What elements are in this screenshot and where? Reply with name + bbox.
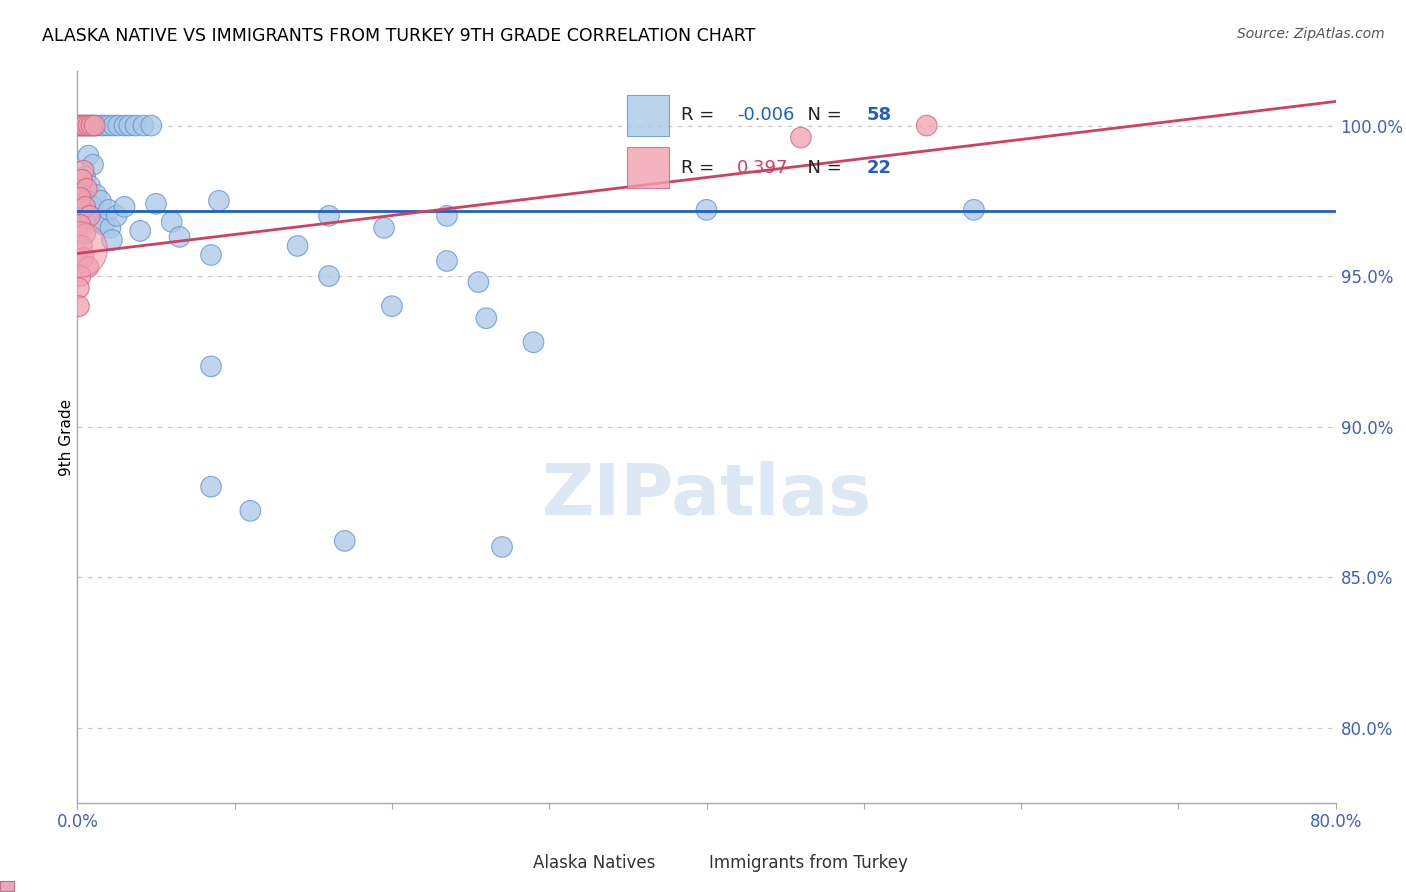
Point <box>200 480 222 494</box>
Point <box>84 119 107 133</box>
Point <box>160 215 183 229</box>
Point <box>90 194 112 208</box>
Point <box>67 242 90 256</box>
Point <box>129 224 152 238</box>
Point <box>696 202 718 217</box>
Legend: Alaska Natives, Immigrants from Turkey: Alaska Natives, Immigrants from Turkey <box>498 847 915 879</box>
Point <box>75 119 97 133</box>
Point <box>522 335 544 350</box>
Point <box>141 119 163 133</box>
Point <box>124 119 146 133</box>
Point <box>75 200 97 214</box>
Point <box>79 209 101 223</box>
Y-axis label: 9th Grade: 9th Grade <box>59 399 73 475</box>
Point <box>103 119 125 133</box>
Point <box>118 119 141 133</box>
Point <box>114 119 136 133</box>
Point <box>93 218 115 232</box>
Point <box>72 251 94 265</box>
Point <box>145 196 167 211</box>
Point <box>80 119 103 133</box>
Point <box>69 268 91 283</box>
Point <box>169 230 191 244</box>
Point <box>436 209 458 223</box>
Point <box>132 119 155 133</box>
Point <box>318 209 340 223</box>
Point <box>77 119 100 133</box>
Point <box>101 233 124 247</box>
Point <box>373 220 395 235</box>
Point <box>915 119 938 133</box>
Point <box>79 178 101 193</box>
Point <box>114 200 136 214</box>
Point <box>200 359 222 374</box>
Point <box>87 215 110 229</box>
Text: ZIPatlas: ZIPatlas <box>541 461 872 530</box>
Point <box>76 119 98 133</box>
Point <box>77 148 100 162</box>
Text: ALASKA NATIVE VS IMMIGRANTS FROM TURKEY 9TH GRADE CORRELATION CHART: ALASKA NATIVE VS IMMIGRANTS FROM TURKEY … <box>42 27 755 45</box>
Point <box>75 169 97 184</box>
Point <box>82 200 104 214</box>
Point <box>963 202 986 217</box>
Point <box>82 211 104 226</box>
Point <box>69 191 91 205</box>
Point <box>491 540 513 554</box>
Point <box>67 119 90 133</box>
Point <box>79 119 101 133</box>
Point <box>82 158 104 172</box>
Point <box>72 163 94 178</box>
Point <box>76 194 98 208</box>
Point <box>72 119 94 133</box>
Point <box>70 119 93 133</box>
Point <box>97 202 120 217</box>
Text: Source: ZipAtlas.com: Source: ZipAtlas.com <box>1237 27 1385 41</box>
Point <box>105 209 128 223</box>
Point <box>200 248 222 262</box>
Point <box>83 119 105 133</box>
Point <box>790 130 813 145</box>
Point <box>67 299 90 313</box>
Point <box>239 504 262 518</box>
Point <box>475 311 498 326</box>
Point <box>70 202 93 217</box>
Point <box>208 194 231 208</box>
Point <box>77 260 100 274</box>
Point <box>98 220 121 235</box>
Point <box>76 209 98 223</box>
Point <box>97 119 120 133</box>
Point <box>436 254 458 268</box>
Point <box>107 119 129 133</box>
Point <box>75 227 97 241</box>
Point <box>76 182 98 196</box>
Point <box>70 187 93 202</box>
Point <box>70 239 93 253</box>
Point <box>381 299 404 313</box>
Point <box>84 187 107 202</box>
Point <box>67 281 90 295</box>
Point <box>82 119 104 133</box>
Point <box>318 268 340 283</box>
Point <box>333 533 356 548</box>
Point <box>70 172 93 186</box>
Point <box>69 119 91 133</box>
Point <box>287 239 309 253</box>
Point <box>69 218 91 232</box>
Point <box>93 119 115 133</box>
Point <box>467 275 489 289</box>
Point <box>90 119 112 133</box>
